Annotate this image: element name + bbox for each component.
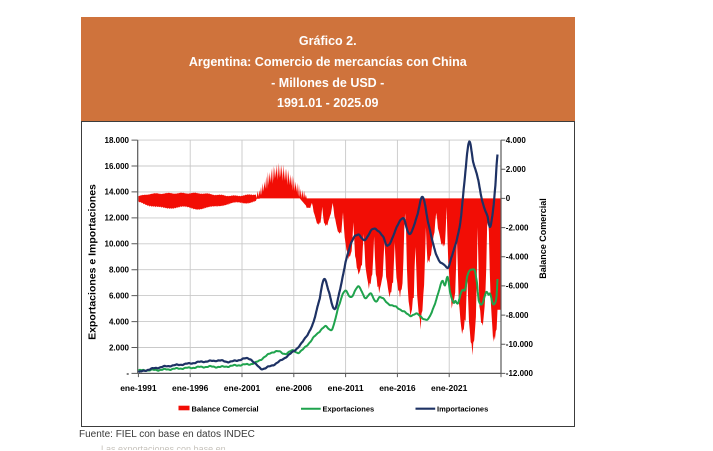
svg-text:Exportaciones: Exportaciones — [322, 405, 374, 414]
svg-text:8.000: 8.000 — [109, 266, 130, 275]
svg-text:-10.000: -10.000 — [506, 340, 534, 349]
svg-text:ene-2006: ene-2006 — [275, 383, 312, 393]
svg-text:6.000: 6.000 — [109, 292, 130, 301]
svg-text:ene-1991: ene-1991 — [120, 383, 157, 393]
svg-text:ene-2021: ene-2021 — [431, 383, 468, 393]
svg-text:-12.000: -12.000 — [506, 370, 534, 379]
svg-text:Balance Comercial: Balance Comercial — [538, 199, 548, 280]
svg-text:18.000: 18.000 — [104, 136, 129, 145]
svg-text:-2.000: -2.000 — [506, 224, 529, 233]
svg-text:ene-2016: ene-2016 — [379, 383, 416, 393]
svg-text:-8.000: -8.000 — [506, 311, 529, 320]
svg-text:Importaciones: Importaciones — [437, 405, 488, 414]
svg-text:16.000: 16.000 — [104, 162, 129, 171]
svg-text:0: 0 — [506, 195, 511, 204]
svg-text:-: - — [126, 370, 129, 379]
svg-text:ene-2011: ene-2011 — [327, 383, 363, 393]
svg-text:2.000: 2.000 — [506, 165, 527, 174]
svg-text:14.000: 14.000 — [104, 188, 129, 197]
svg-text:2.000: 2.000 — [109, 344, 130, 353]
svg-text:ene-1996: ene-1996 — [172, 383, 209, 393]
svg-text:4.000: 4.000 — [109, 318, 130, 327]
svg-text:Balance Comercial: Balance Comercial — [191, 405, 258, 414]
svg-text:10.000: 10.000 — [104, 240, 129, 249]
svg-text:ene-2001: ene-2001 — [224, 383, 261, 393]
svg-text:-4.000: -4.000 — [506, 253, 529, 262]
svg-text:4.000: 4.000 — [506, 136, 527, 145]
svg-text:-6.000: -6.000 — [506, 282, 529, 291]
svg-text:Exportaciones e Importaciones: Exportaciones e Importaciones — [86, 184, 98, 340]
svg-text:12.000: 12.000 — [104, 214, 129, 223]
